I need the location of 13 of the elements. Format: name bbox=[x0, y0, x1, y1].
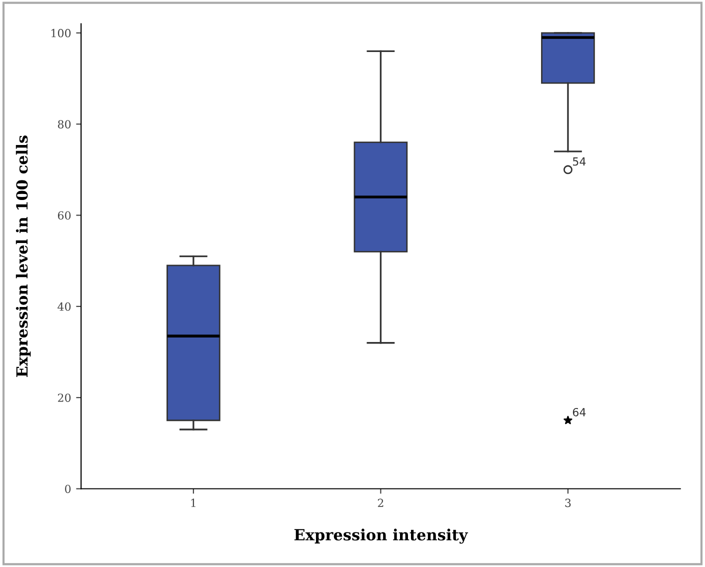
y-tick-label: 0 bbox=[65, 484, 71, 494]
x-tick-label: 3 bbox=[565, 498, 571, 508]
y-tick-label: 80 bbox=[58, 120, 71, 128]
y-tick-label: 40 bbox=[58, 302, 71, 311]
y-tick-label: 100 bbox=[52, 28, 71, 38]
y-tick-label: 20 bbox=[58, 394, 71, 402]
annotation: 64 bbox=[572, 408, 586, 416]
x-tick-label: 2 bbox=[378, 498, 384, 507]
x-tick-label: 1 bbox=[191, 498, 196, 507]
y-axis-title: Expression level in 100 cells bbox=[16, 136, 31, 377]
y-tick-label: 60 bbox=[58, 211, 71, 220]
annotation: 54 bbox=[572, 157, 586, 166]
x-axis-title: Expression intensity bbox=[294, 528, 468, 544]
